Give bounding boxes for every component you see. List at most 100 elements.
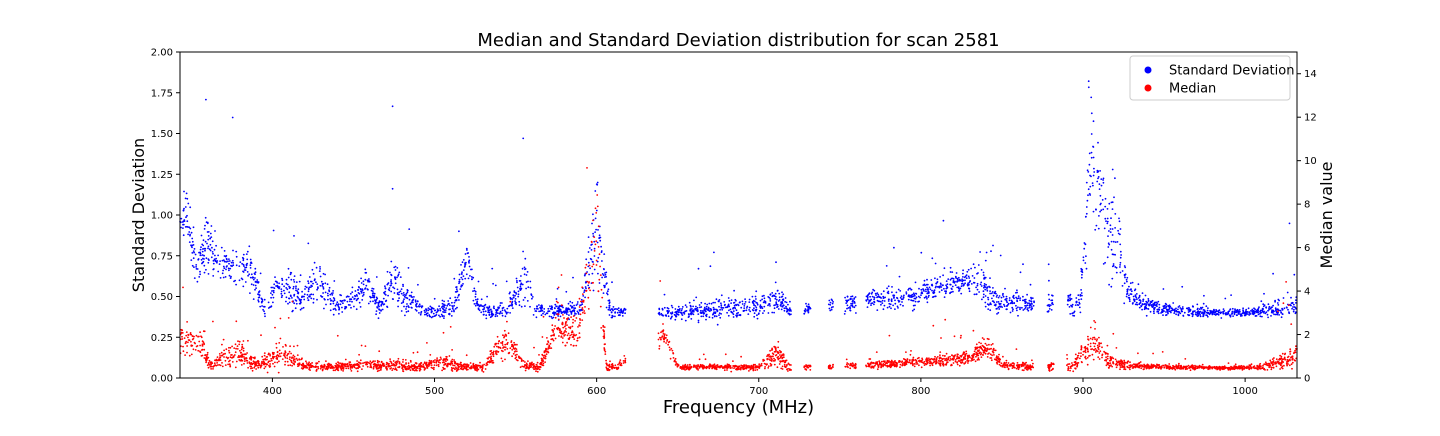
data-point (307, 282, 310, 285)
data-point (890, 298, 893, 301)
data-point (248, 245, 251, 248)
data-point (291, 300, 294, 303)
data-point (1136, 303, 1139, 306)
data-point (276, 281, 279, 284)
data-point (561, 332, 564, 335)
data-point (898, 300, 901, 302)
data-point (1093, 167, 1095, 170)
data-point (356, 295, 358, 297)
data-point (1024, 300, 1026, 303)
data-point (1088, 163, 1091, 166)
data-point (659, 280, 662, 282)
data-point (253, 366, 256, 369)
data-point (461, 284, 464, 287)
data-point (618, 311, 621, 314)
data-point (390, 279, 392, 281)
data-point (351, 291, 354, 293)
data-point (765, 363, 767, 366)
data-point (255, 361, 258, 363)
data-point (890, 300, 893, 303)
data-point (376, 359, 379, 362)
data-point (1192, 310, 1194, 313)
data-point (384, 300, 387, 303)
data-point (684, 304, 687, 307)
data-point (1028, 302, 1030, 305)
data-point (1080, 292, 1083, 294)
data-point (296, 359, 299, 361)
data-point (994, 304, 997, 307)
data-point (808, 306, 811, 309)
data-point (190, 353, 193, 356)
data-point (207, 238, 210, 241)
data-point (430, 308, 433, 311)
data-point (574, 307, 577, 310)
data-point (988, 343, 990, 346)
data-point (986, 288, 988, 290)
data-point (709, 265, 712, 268)
data-point (453, 310, 455, 313)
data-point (959, 287, 962, 290)
data-point (809, 307, 812, 310)
data-point (930, 284, 933, 286)
data-point (487, 309, 489, 311)
data-point (830, 298, 833, 301)
data-point (705, 315, 708, 318)
data-point (488, 313, 491, 316)
data-point (1085, 212, 1088, 215)
data-point (278, 342, 281, 344)
data-point (407, 305, 410, 307)
data-point (996, 313, 998, 315)
data-point (451, 349, 453, 351)
data-point (302, 306, 305, 309)
data-point (1119, 250, 1122, 253)
data-point (1111, 228, 1114, 230)
data-point (1253, 310, 1256, 313)
data-point (248, 273, 251, 276)
data-point (782, 293, 785, 296)
data-point (369, 300, 372, 303)
data-point (569, 304, 572, 307)
data-point (1254, 315, 1257, 317)
data-point (700, 306, 703, 308)
data-point (966, 270, 969, 273)
data-point (612, 306, 615, 308)
data-point (495, 311, 498, 314)
data-point (408, 294, 411, 297)
data-point (448, 355, 451, 357)
data-point (990, 357, 993, 359)
data-point (1196, 303, 1199, 306)
data-point (191, 252, 194, 254)
data-point (214, 259, 217, 262)
data-point (303, 298, 306, 301)
data-point (550, 338, 553, 341)
data-point (280, 288, 283, 290)
data-point (1138, 306, 1141, 309)
data-point (396, 288, 399, 291)
data-point (871, 291, 874, 294)
data-point (597, 272, 599, 275)
data-point (752, 302, 754, 304)
data-point (1023, 308, 1026, 310)
data-point (993, 292, 996, 295)
data-point (331, 294, 334, 296)
data-point (739, 301, 741, 304)
data-point (592, 261, 594, 263)
data-point (753, 312, 756, 315)
data-point (192, 226, 195, 229)
data-point (775, 296, 777, 298)
data-point (489, 353, 492, 356)
data-point (1097, 177, 1099, 180)
data-point (807, 311, 810, 314)
data-point (547, 310, 550, 313)
data-point (208, 248, 211, 251)
data-point (731, 312, 734, 314)
data-point (956, 286, 959, 289)
data-point (980, 285, 983, 287)
data-point (845, 358, 848, 361)
data-point (405, 292, 408, 295)
data-point (1099, 170, 1101, 172)
data-point (613, 308, 616, 311)
data-point (905, 291, 908, 293)
data-point (700, 301, 703, 304)
data-point (468, 256, 470, 258)
